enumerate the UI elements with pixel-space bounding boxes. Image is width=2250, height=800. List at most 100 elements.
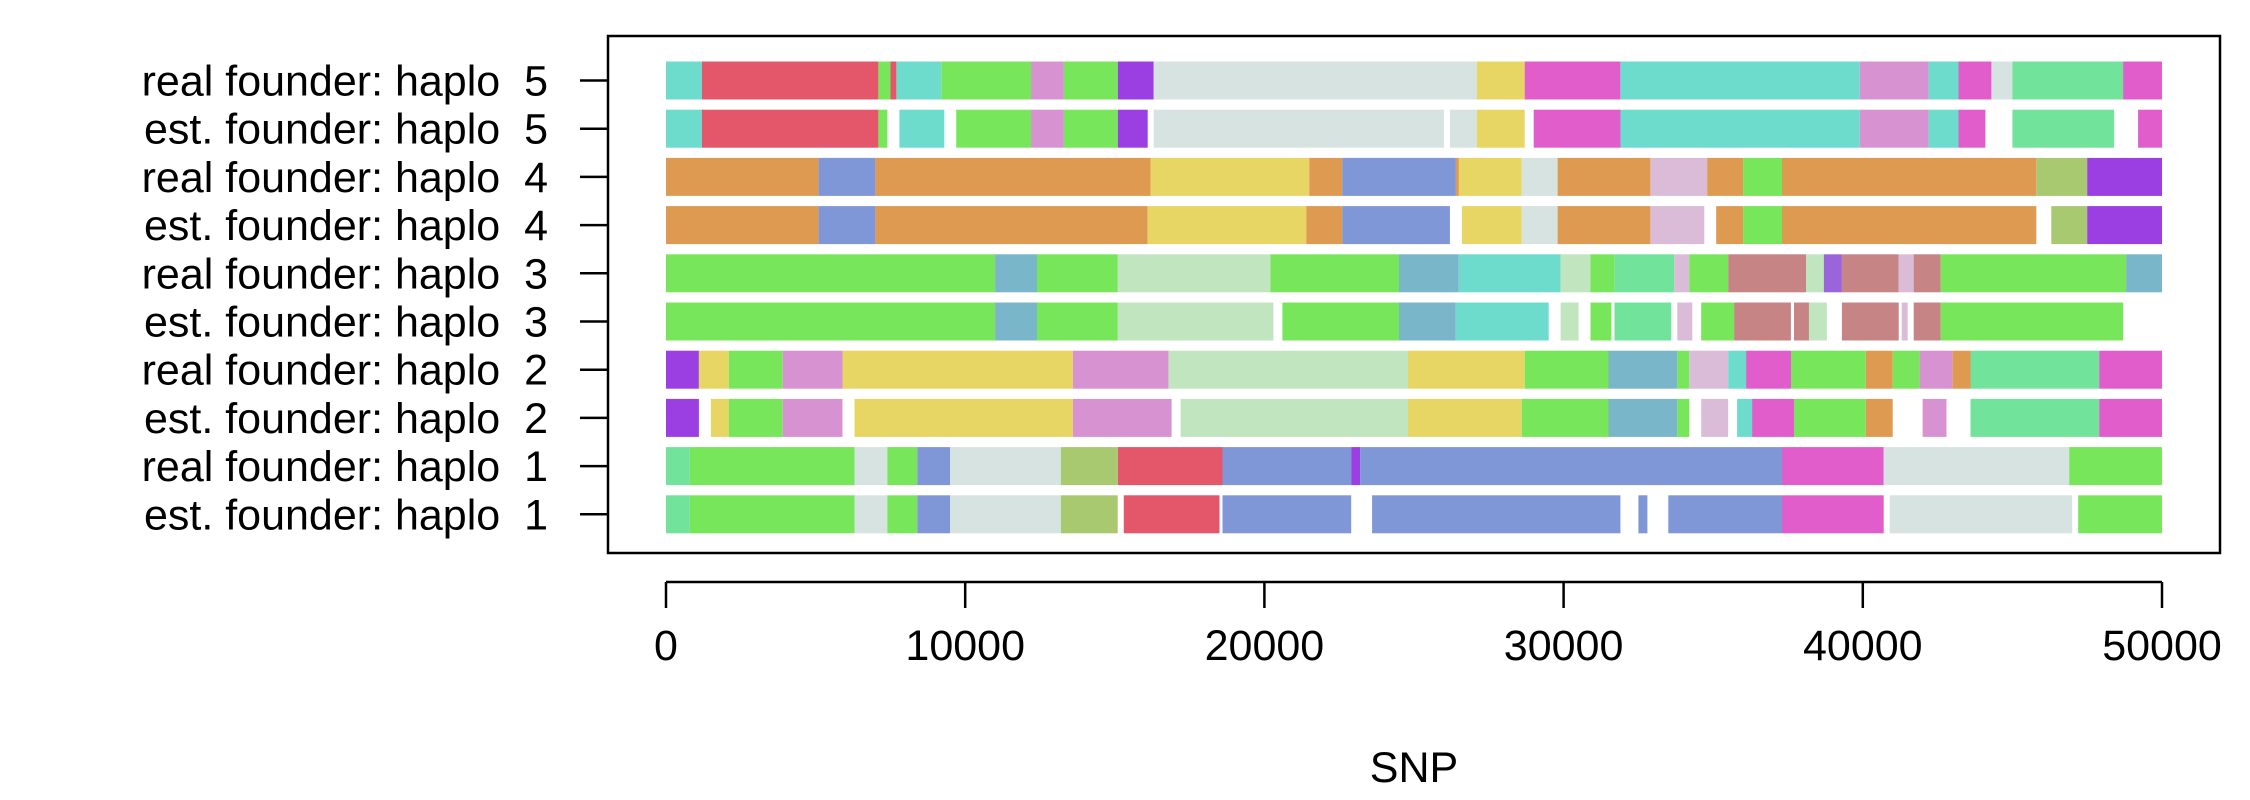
track-row (666, 206, 2162, 245)
x-tick-label: 20000 (1205, 622, 1325, 670)
haplotype-segment (1782, 157, 2037, 196)
haplotype-segment (878, 61, 891, 100)
haplotype-segment (1063, 109, 1118, 148)
haplotype-segment (1638, 495, 1648, 534)
row-label: est. founder: haplo 5 (144, 106, 548, 154)
track-row (666, 157, 2162, 196)
haplotype-segment (1952, 350, 1971, 389)
haplotype-segment (1620, 61, 1860, 100)
haplotype-segment (1650, 206, 1705, 245)
row-label: real founder: haplo 5 (142, 58, 548, 106)
haplotype-segment (1560, 254, 1591, 293)
haplotype-segment (1117, 447, 1223, 486)
haplotype-segment (995, 302, 1037, 341)
haplotype-segment (1859, 109, 1929, 148)
haplotype-segment (2099, 350, 2162, 389)
haplotype-segment (1737, 398, 1753, 437)
haplotype-segment (1461, 206, 1522, 245)
haplotype-segment (1919, 350, 1953, 389)
haplotype-segment (1808, 302, 1827, 341)
haplotype-segment (666, 157, 819, 196)
haplotype-segment (818, 206, 876, 245)
haplotype-segment (1150, 157, 1310, 196)
x-axis: 0 10000 20000 30000 40000 50000 (654, 580, 2222, 670)
haplotype-segment (1521, 206, 1558, 245)
haplotype-segment (1060, 495, 1118, 534)
haplotype-segment (1590, 254, 1615, 293)
haplotype-segment (1222, 495, 1352, 534)
haplotype-segment (1031, 61, 1064, 100)
haplotype-segment (1922, 398, 1947, 437)
haplotype-segment (917, 495, 951, 534)
haplotype-segment (1533, 109, 1621, 148)
haplotype-segment (1455, 302, 1549, 341)
haplotype-segment (2012, 61, 2124, 100)
haplotype-segment (2036, 157, 2088, 196)
row-label: est. founder: haplo 1 (144, 491, 548, 539)
haplotype-segment (1360, 447, 1782, 486)
haplotype-segment (2051, 206, 2088, 245)
track-row (666, 447, 2162, 486)
haplotype-segment (1650, 157, 1708, 196)
haplotype-segment (1865, 350, 1893, 389)
track-row (666, 254, 2162, 293)
haplotype-segment (2087, 206, 2162, 245)
haplotype-segment (666, 398, 699, 437)
haplotype-segment (1689, 350, 1729, 389)
haplotype-segment (1521, 398, 1609, 437)
haplotype-segment (1455, 157, 1459, 196)
haplotype-segment (1117, 61, 1154, 100)
x-tick-label: 0 (654, 622, 678, 670)
haplotype-segment (1841, 254, 1899, 293)
haplotype-segment (689, 495, 855, 534)
row-label: real founder: haplo 2 (142, 347, 548, 395)
plot-frame (606, 34, 2222, 555)
haplotype-segment (1743, 206, 1782, 245)
haplotype-segment (1940, 302, 2124, 341)
track-row (666, 398, 2162, 437)
haplotype-segment (1608, 350, 1678, 389)
haplotype-segment (1806, 254, 1824, 293)
row-label: real founder: haplo 4 (142, 154, 548, 202)
haplotype-segment (899, 109, 945, 148)
row-label: est. founder: haplo 2 (144, 395, 548, 443)
haplotype-segment (1782, 447, 1884, 486)
segment-layer (666, 61, 2162, 534)
row-label: real founder: haplo 1 (142, 443, 548, 491)
haplotype-segment (875, 206, 1148, 245)
haplotype-segment (1883, 447, 2070, 486)
haplotype-segment (1746, 350, 1791, 389)
haplotype-segment (2126, 254, 2162, 293)
haplotype-segment (666, 495, 690, 534)
haplotype-segment (2123, 61, 2162, 100)
haplotype-segment (887, 495, 918, 534)
haplotype-segment (1306, 206, 1343, 245)
haplotype-segment (1701, 398, 1729, 437)
haplotype-segment (1351, 447, 1361, 486)
haplotype-segment (1072, 350, 1169, 389)
haplotype-segment (854, 398, 1073, 437)
haplotype-segment (1752, 398, 1794, 437)
haplotype-segment (1859, 61, 1929, 100)
haplotype-segment (1449, 109, 1477, 148)
haplotype-segment (1743, 157, 1782, 196)
track-row (666, 61, 2162, 100)
haplotype-segment (1168, 350, 1409, 389)
haplotype-segment (666, 109, 702, 148)
haplotype-segment (1063, 61, 1118, 100)
haplotype-segment (1668, 495, 1782, 534)
haplotype-segment (689, 447, 855, 486)
haplotype-segment (1782, 495, 1884, 534)
haplotype-segment (1892, 350, 1920, 389)
haplotype-segment (1399, 302, 1456, 341)
haplotype-segment (1117, 109, 1148, 148)
haplotype-segment (1147, 206, 1307, 245)
haplotype-segment (1372, 495, 1621, 534)
haplotype-segment (842, 350, 1073, 389)
haplotype-segment (1707, 157, 1744, 196)
haplotype-segment (1823, 254, 1842, 293)
haplotype-segment (1560, 302, 1579, 341)
haplotype-segment (1399, 254, 1459, 293)
haplotype-segment (1841, 302, 1899, 341)
